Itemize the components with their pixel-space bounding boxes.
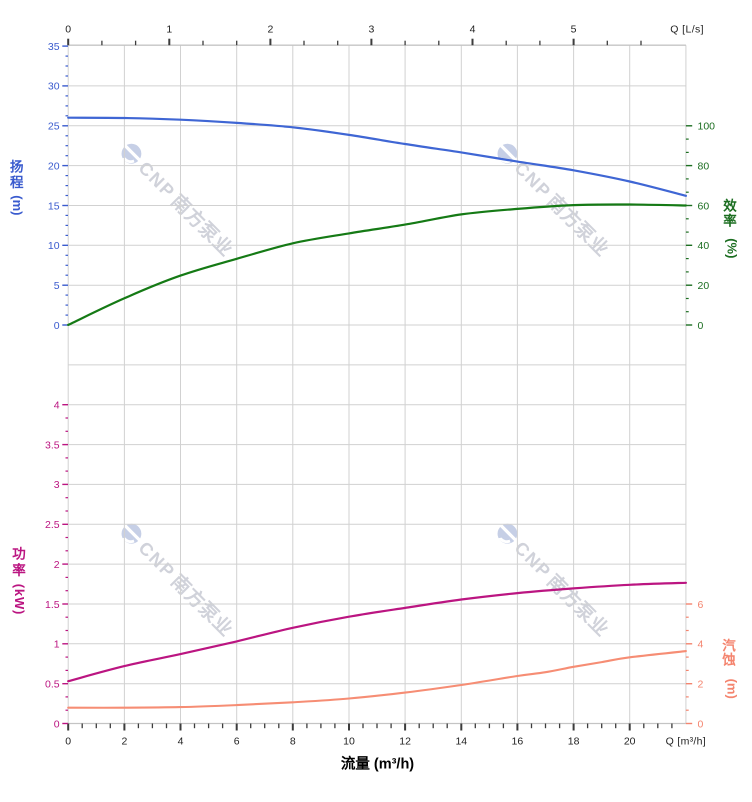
svg-text:10: 10 xyxy=(343,736,355,748)
svg-text:率: 率 xyxy=(723,213,737,229)
svg-text:20: 20 xyxy=(698,280,710,292)
svg-text:1.5: 1.5 xyxy=(45,599,60,611)
svg-text:100: 100 xyxy=(698,121,716,133)
svg-text:2: 2 xyxy=(698,679,704,691)
svg-text:16: 16 xyxy=(512,736,524,748)
svg-text:4: 4 xyxy=(54,400,60,412)
svg-text:4: 4 xyxy=(698,639,704,651)
svg-text:25: 25 xyxy=(48,121,60,133)
svg-text:0: 0 xyxy=(698,320,704,332)
svg-text:1: 1 xyxy=(54,639,60,651)
svg-text:Q [m³/h]: Q [m³/h] xyxy=(666,736,706,748)
svg-text:程: 程 xyxy=(10,175,24,190)
svg-text:0: 0 xyxy=(698,718,704,730)
svg-text:1: 1 xyxy=(166,24,172,36)
svg-text:率: 率 xyxy=(12,562,26,578)
svg-text:0.5: 0.5 xyxy=(45,679,60,691)
svg-text:20: 20 xyxy=(624,736,636,748)
svg-text:20: 20 xyxy=(48,160,60,172)
svg-text:功: 功 xyxy=(12,546,26,561)
svg-text:5: 5 xyxy=(54,280,60,292)
svg-text:3.5: 3.5 xyxy=(45,439,60,451)
svg-text:(m): (m) xyxy=(10,195,25,215)
svg-text:0: 0 xyxy=(65,736,71,748)
svg-text:18: 18 xyxy=(568,736,580,748)
svg-text:12: 12 xyxy=(399,736,411,748)
svg-text:2: 2 xyxy=(267,24,273,36)
svg-text:2: 2 xyxy=(121,736,127,748)
svg-text:3: 3 xyxy=(54,479,60,491)
svg-text:0: 0 xyxy=(54,718,60,730)
svg-text:6: 6 xyxy=(698,599,704,611)
svg-text:6: 6 xyxy=(234,736,240,748)
svg-text:40: 40 xyxy=(698,240,710,252)
svg-text:35: 35 xyxy=(48,41,60,53)
svg-text:效: 效 xyxy=(723,198,737,214)
svg-text:Q [L/s]: Q [L/s] xyxy=(670,24,704,36)
svg-text:流量 (m³/h): 流量 (m³/h) xyxy=(341,755,414,773)
svg-text:2: 2 xyxy=(54,559,60,571)
svg-text:蚀: 蚀 xyxy=(721,652,736,668)
svg-text:0: 0 xyxy=(54,320,60,332)
svg-text:0: 0 xyxy=(65,24,71,36)
svg-text:4: 4 xyxy=(470,24,476,36)
svg-text:8: 8 xyxy=(290,736,296,748)
svg-text:扬: 扬 xyxy=(10,159,24,175)
svg-text:60: 60 xyxy=(698,200,710,212)
svg-text:(m): (m) xyxy=(725,679,740,699)
svg-text:10: 10 xyxy=(48,240,60,252)
svg-text:3: 3 xyxy=(368,24,374,36)
svg-text:(%): (%) xyxy=(725,238,740,258)
svg-text:5: 5 xyxy=(571,24,577,36)
svg-text:14: 14 xyxy=(455,736,467,748)
svg-text:80: 80 xyxy=(698,160,710,172)
svg-text:4: 4 xyxy=(178,736,184,748)
svg-text:15: 15 xyxy=(48,200,60,212)
svg-text:30: 30 xyxy=(48,81,60,93)
svg-text:(kW): (kW) xyxy=(12,584,27,615)
svg-text:2.5: 2.5 xyxy=(45,519,60,531)
svg-text:汽: 汽 xyxy=(722,638,736,654)
